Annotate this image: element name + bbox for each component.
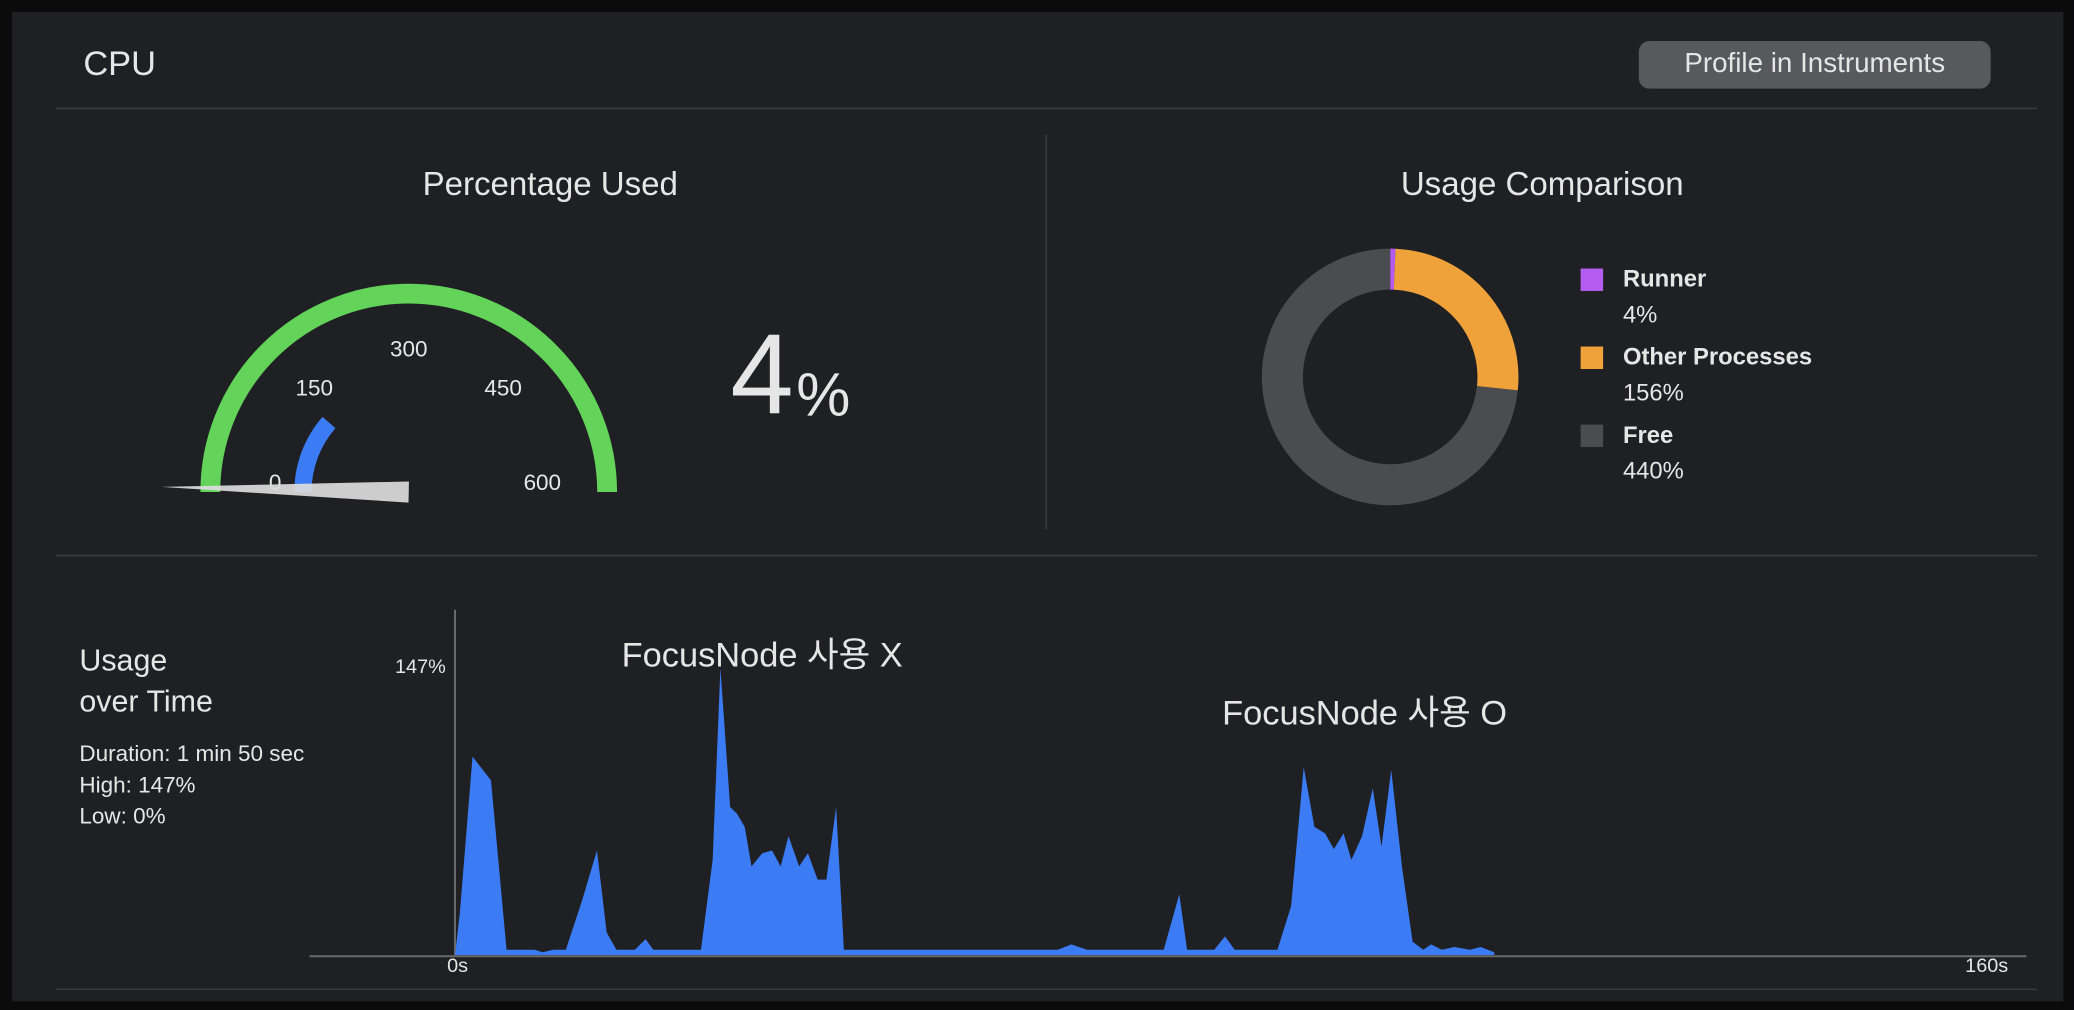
- legend-value: 4%: [1623, 301, 1657, 328]
- usage-area: [455, 667, 1495, 955]
- gauge-needle: [161, 481, 409, 503]
- legend-value: 156%: [1623, 379, 1684, 406]
- x-tick-label: 0s: [447, 955, 468, 977]
- gauge-value: 4: [730, 312, 793, 439]
- donut-segment: [1393, 248, 1519, 391]
- annotation: FocusNode 사용 O: [1222, 695, 1507, 733]
- gauge-tick-label: 600: [524, 470, 562, 495]
- gauge-track: [200, 283, 618, 493]
- usage-title: Usage over Time: [79, 642, 213, 719]
- x-tick-label: 160s: [1965, 955, 2008, 977]
- legend-swatch: [1580, 424, 1604, 448]
- legend-name: Runner: [1623, 266, 1706, 293]
- usage-title-box: Usage over Time: [79, 642, 213, 719]
- donut-segment: [1390, 248, 1396, 290]
- legend-value: 440%: [1623, 457, 1684, 484]
- page-title: CPU: [83, 45, 156, 83]
- donut-segment: [1261, 248, 1518, 506]
- gauge-tick-label: 450: [484, 376, 522, 401]
- annotation: FocusNode 사용 X: [622, 636, 903, 674]
- legend-swatch: [1580, 268, 1604, 291]
- gauge-unit: %: [796, 361, 850, 429]
- legend-name: Other Processes: [1623, 344, 1812, 371]
- usage-stat: Duration: 1 min 50 sec: [79, 741, 304, 766]
- gauge-title: Percentage Used: [423, 166, 678, 203]
- profile-button-label[interactable]: Profile in Instruments: [1684, 47, 1945, 78]
- legend-name: Free: [1623, 422, 1673, 449]
- panel: [11, 11, 2064, 1002]
- donut-title: Usage Comparison: [1401, 166, 1684, 203]
- profile-button[interactable]: [1638, 41, 1991, 89]
- gauge-tick-label: 300: [390, 336, 427, 361]
- gauge-tick-label: 150: [296, 376, 334, 401]
- legend-swatch: [1580, 346, 1604, 370]
- y-tick-label: 147%: [395, 656, 446, 678]
- usage-stat: High: 147%: [79, 772, 195, 797]
- usage-stat: Low: 0%: [79, 803, 165, 828]
